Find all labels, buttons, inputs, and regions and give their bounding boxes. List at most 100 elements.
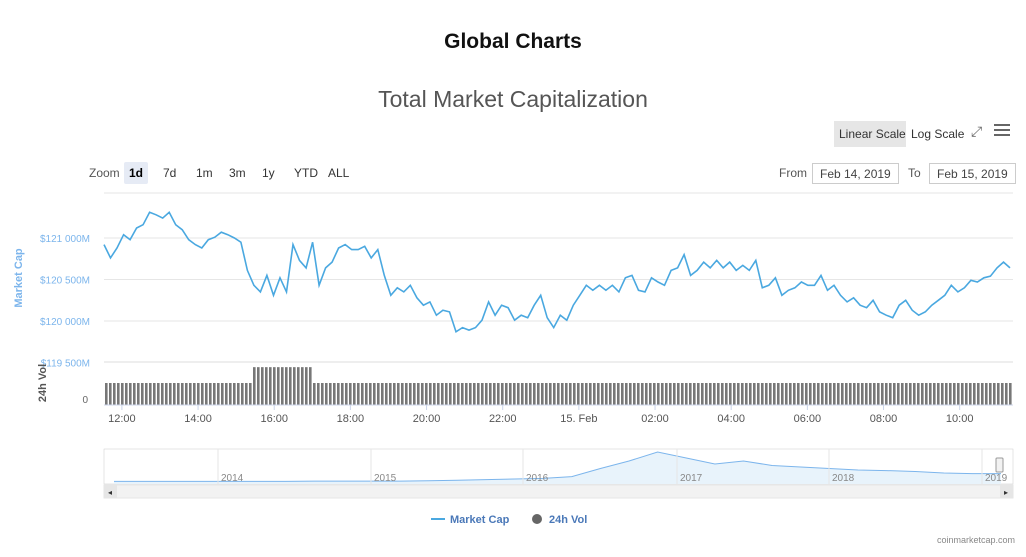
navigator-year-label: 2016 <box>526 473 549 484</box>
volume-bar <box>561 383 564 405</box>
volume-bar <box>625 383 628 405</box>
y-axis-title: Market Cap <box>13 248 25 308</box>
volume-bar <box>125 383 128 405</box>
volume-bar <box>841 383 844 405</box>
volume-bar <box>285 367 288 405</box>
volume-bar <box>1005 383 1008 405</box>
volume-bar <box>733 383 736 405</box>
volume-bar <box>941 383 944 405</box>
volume-bar <box>517 383 520 405</box>
volume-bar <box>173 383 176 405</box>
from-date-input[interactable]: Feb 14, 2019 <box>812 163 899 184</box>
credit-link[interactable]: coinmarketcap.com <box>937 535 1016 545</box>
legend-volume-icon <box>532 514 542 524</box>
volume-bar <box>689 383 692 405</box>
volume-bar <box>209 383 212 405</box>
navigator-year-label: 2018 <box>832 473 855 484</box>
volume-bar <box>673 383 676 405</box>
volume-bar <box>985 383 988 405</box>
zoom-all-button[interactable]: ALL <box>328 166 350 180</box>
volume-bar <box>253 367 256 405</box>
volume-bar <box>513 383 516 405</box>
x-tick-label: 10:00 <box>946 413 974 425</box>
volume-bar <box>133 383 136 405</box>
volume-bar <box>637 383 640 405</box>
volume-bar <box>549 383 552 405</box>
volume-bar <box>921 383 924 405</box>
volume-bar <box>757 383 760 405</box>
volume-bar <box>293 367 296 405</box>
legend-market-cap[interactable]: Market Cap <box>450 514 510 526</box>
y-tick-label: $120 000M <box>40 317 90 328</box>
zoom-1d-button[interactable]: 1d <box>124 162 149 184</box>
to-date-input[interactable]: Feb 15, 2019 <box>929 163 1016 184</box>
volume-bar <box>681 383 684 405</box>
market-cap-line <box>103 211 1011 334</box>
volume-bar <box>925 383 928 405</box>
log-scale-button[interactable]: Log Scale <box>906 121 970 147</box>
volume-bar <box>537 383 540 405</box>
volume-bar <box>445 383 448 405</box>
volume-bar <box>229 383 232 405</box>
volume-bar <box>889 383 892 405</box>
page-title: Global Charts <box>444 30 582 53</box>
volume-bar <box>185 383 188 405</box>
volume-bar <box>785 383 788 405</box>
volume-bar <box>909 383 912 405</box>
volume-bar <box>393 383 396 405</box>
zoom-1y-button[interactable]: 1y <box>262 166 275 180</box>
volume-bar <box>777 383 780 405</box>
volume-bar <box>989 383 992 405</box>
volume-bar <box>237 383 240 405</box>
volume-bar <box>873 383 876 405</box>
volume-bar <box>189 383 192 405</box>
menu-icon[interactable] <box>994 124 1010 136</box>
volume-bar <box>609 383 612 405</box>
volume-bar <box>249 383 252 405</box>
volume-bar <box>869 383 872 405</box>
volume-bar <box>545 383 548 405</box>
volume-bar <box>225 383 228 405</box>
x-tick-label: 06:00 <box>794 413 822 425</box>
volume-bar <box>781 383 784 405</box>
volume-bar <box>449 383 452 405</box>
volume-bar <box>437 383 440 405</box>
volume-bar <box>409 383 412 405</box>
volume-bar <box>837 383 840 405</box>
volume-bar <box>809 383 812 405</box>
volume-tick-label: 0 <box>82 395 88 406</box>
volume-bar <box>289 367 292 405</box>
volume-bar <box>141 383 144 405</box>
volume-bar <box>425 383 428 405</box>
zoom-ytd-button[interactable]: YTD <box>294 166 318 180</box>
scroll-right-button[interactable] <box>1000 485 1013 498</box>
volume-bar <box>153 383 156 405</box>
navigator-year-label: 2019 <box>985 473 1008 484</box>
linear-scale-button[interactable]: Linear Scale <box>834 121 911 147</box>
volume-bar <box>257 367 260 405</box>
scroll-left-button[interactable] <box>104 485 117 498</box>
volume-bar <box>949 383 952 405</box>
y-tick-label: $121 000M <box>40 234 90 245</box>
volume-bar <box>577 383 580 405</box>
zoom-3m-button[interactable]: 3m <box>229 166 246 180</box>
fullscreen-icon[interactable]: ⤢ <box>971 123 983 139</box>
navigator-scrollbar[interactable] <box>103 484 1014 499</box>
navigator-year-label: 2014 <box>221 473 244 484</box>
volume-bar <box>649 383 652 405</box>
volume-bar <box>421 383 424 405</box>
zoom-1m-button[interactable]: 1m <box>196 166 213 180</box>
volume-bar <box>377 383 380 405</box>
volume-bar <box>601 383 604 405</box>
volume-bar <box>381 383 384 405</box>
volume-bar <box>737 383 740 405</box>
navigator-year-label: 2017 <box>680 473 703 484</box>
legend-24h-vol[interactable]: 24h Vol <box>549 514 587 526</box>
volume-bar <box>657 383 660 405</box>
volume-bar <box>261 367 264 405</box>
zoom-7d-button[interactable]: 7d <box>163 166 177 180</box>
volume-bar <box>661 383 664 405</box>
volume-bar <box>305 367 308 405</box>
navigator-handle[interactable] <box>995 457 1004 473</box>
volume-bar <box>177 383 180 405</box>
